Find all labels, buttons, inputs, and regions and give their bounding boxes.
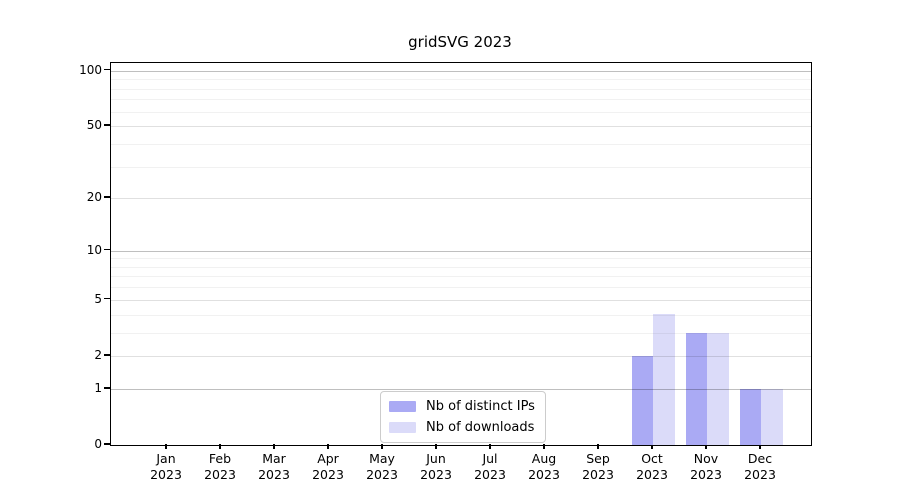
gridline-minor	[111, 266, 811, 268]
gridline-minor	[111, 166, 811, 168]
bar-nb-of-distinct-ips-dec	[739, 388, 761, 445]
y-tick-label: 10	[86, 242, 102, 257]
x-tick-label: Oct 2023	[636, 451, 668, 482]
y-tick-mark	[104, 68, 110, 71]
legend: Nb of distinct IPs Nb of downloads	[380, 391, 546, 443]
x-tick-mark	[327, 444, 329, 449]
x-tick-label: Jun 2023	[420, 451, 452, 482]
plot-area: Nb of distinct IPs Nb of downloads	[110, 62, 812, 446]
x-tick-mark	[273, 444, 275, 449]
x-tick-label: Nov 2023	[690, 451, 722, 482]
x-tick-label: Sep 2023	[582, 451, 614, 482]
gridline-major	[111, 299, 811, 301]
bar-nb-of-distinct-ips-oct	[631, 355, 653, 445]
x-tick-label: Jan 2023	[150, 451, 182, 482]
y-tick-label: 0	[94, 437, 102, 451]
x-tick-mark	[651, 444, 653, 449]
gridline-major	[111, 198, 811, 200]
legend-swatch-distinct-ips	[389, 401, 416, 412]
x-tick-mark	[219, 444, 221, 449]
x-tick-mark	[489, 444, 491, 449]
gridline-minor	[111, 111, 811, 113]
x-tick-label: Jul 2023	[474, 451, 506, 482]
x-tick-label: Dec 2023	[744, 451, 776, 482]
legend-swatch-downloads	[389, 422, 416, 433]
x-tick-mark	[381, 444, 383, 449]
y-tick-label: 2	[94, 347, 102, 362]
y-tick-label: 20	[86, 190, 102, 205]
x-tick-mark	[165, 444, 167, 449]
x-tick-label: Apr 2023	[312, 451, 344, 482]
x-tick-mark	[435, 444, 437, 449]
y-tick-mark	[104, 248, 110, 251]
y-tick-label: 100	[79, 62, 102, 77]
bar-nb-of-downloads-nov	[707, 332, 729, 445]
legend-item-downloads: Nb of downloads	[389, 418, 535, 437]
y-tick-label: 50	[86, 118, 102, 133]
legend-label-distinct-ips: Nb of distinct IPs	[426, 399, 535, 414]
y-tick-mark	[104, 297, 110, 300]
x-tick-label: May 2023	[366, 451, 398, 482]
gridline-minor	[111, 143, 811, 145]
legend-label-downloads: Nb of downloads	[426, 420, 535, 435]
bar-nb-of-downloads-oct	[653, 314, 675, 445]
x-tick-mark	[759, 444, 761, 449]
y-tick-mark	[104, 443, 110, 445]
bar-nb-of-downloads-dec	[761, 388, 783, 445]
y-tick-mark	[104, 124, 110, 126]
gridline-minor	[111, 88, 811, 90]
gridline-major	[111, 70, 811, 72]
y-tick-mark	[104, 354, 110, 356]
x-tick-mark	[543, 444, 545, 449]
gridline-major	[111, 126, 811, 128]
gridline-minor	[111, 276, 811, 278]
gridline-minor	[111, 99, 811, 101]
plot-inner	[111, 63, 811, 445]
x-tick-mark	[597, 444, 599, 449]
x-tick-mark	[705, 444, 707, 449]
x-tick-label: Feb 2023	[204, 451, 236, 482]
gridline-minor	[111, 79, 811, 81]
chart-title: gridSVG 2023	[408, 33, 512, 51]
gridline-major	[111, 250, 811, 252]
x-tick-label: Mar 2023	[258, 451, 290, 482]
y-tick-label: 1	[94, 380, 102, 395]
gridline-minor	[111, 287, 811, 289]
legend-item-distinct-ips: Nb of distinct IPs	[389, 397, 535, 416]
gridline-minor	[111, 258, 811, 260]
y-tick-mark	[104, 387, 110, 389]
gridline-minor	[111, 314, 811, 316]
y-tick-mark	[104, 196, 110, 198]
y-tick-label: 5	[94, 291, 102, 306]
bar-nb-of-distinct-ips-nov	[685, 332, 707, 445]
x-tick-label: Aug 2023	[528, 451, 560, 482]
